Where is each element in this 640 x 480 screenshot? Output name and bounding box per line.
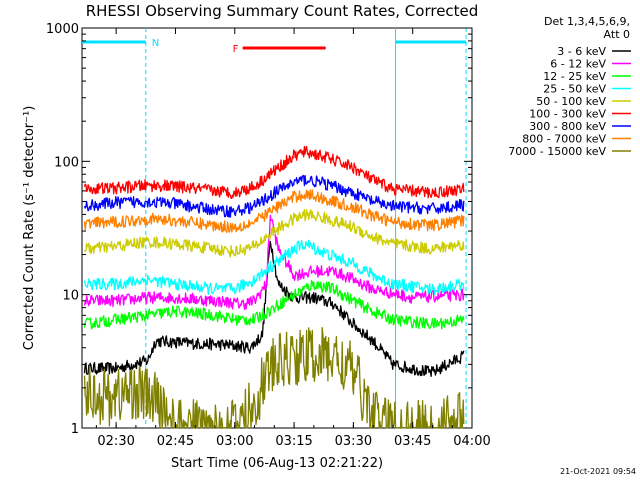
legend-label-1: 6 - 12 keV bbox=[550, 58, 606, 71]
series-line-8 bbox=[83, 327, 465, 429]
legend-label-7: 800 - 7000 keV bbox=[522, 133, 606, 146]
legend-label-8: 7000 - 15000 keV bbox=[508, 145, 606, 158]
flare-label-2: F bbox=[233, 44, 239, 55]
series-line-2 bbox=[83, 280, 465, 330]
y-tick-label-0: 1 bbox=[71, 422, 79, 437]
series-line-4 bbox=[83, 208, 465, 258]
series-line-6 bbox=[83, 174, 465, 218]
x-tick-label-3: 03:15 bbox=[275, 434, 312, 449]
footer-timestamp: 21-Oct-2021 09:54 bbox=[560, 467, 636, 476]
series-layer bbox=[83, 145, 465, 429]
series-line-7 bbox=[83, 189, 465, 233]
night-label-0: N bbox=[152, 38, 159, 49]
y-tick-label-3: 1000 bbox=[46, 22, 79, 37]
series-line-1 bbox=[83, 214, 465, 311]
legend-header-1: Det 1,3,4,5,6,9, bbox=[544, 15, 630, 28]
y-tick-label-2: 100 bbox=[54, 155, 79, 170]
x-tick-label-0: 02:30 bbox=[97, 434, 134, 449]
y-axis-title: Corrected Count Rate (s⁻¹ detector⁻¹) bbox=[22, 106, 37, 351]
legend-label-0: 3 - 6 keV bbox=[557, 45, 606, 58]
series-line-5 bbox=[83, 145, 465, 200]
legend-label-5: 100 - 300 keV bbox=[529, 108, 606, 121]
x-tick-label-2: 03:00 bbox=[216, 434, 253, 449]
x-axis: 02:30 02:45 03:00 03:15 03:30 03:45 04:00 bbox=[95, 28, 491, 449]
legend-label-6: 300 - 800 keV bbox=[529, 120, 606, 133]
y-tick-label-1: 10 bbox=[62, 289, 79, 304]
x-tick-label-1: 02:45 bbox=[157, 434, 194, 449]
legend-label-2: 12 - 25 keV bbox=[543, 70, 606, 83]
x-tick-label-4: 03:30 bbox=[335, 434, 372, 449]
legend-header-2: Att 0 bbox=[604, 28, 630, 41]
chart-title: RHESSI Observing Summary Count Rates, Co… bbox=[86, 2, 479, 20]
y-axis: 1 10 100 1000 bbox=[46, 22, 472, 437]
legend-label-4: 50 - 100 keV bbox=[536, 95, 606, 108]
series-line-3 bbox=[83, 239, 465, 296]
legend-label-3: 25 - 50 keV bbox=[543, 83, 606, 96]
x-axis-title: Start Time (06-Aug-13 02:21:22) bbox=[171, 456, 383, 471]
x-tick-label-5: 03:45 bbox=[394, 434, 431, 449]
plot-frame bbox=[81, 27, 473, 429]
x-tick-label-6: 04:00 bbox=[453, 434, 490, 449]
plot-area: NF bbox=[81, 27, 473, 429]
